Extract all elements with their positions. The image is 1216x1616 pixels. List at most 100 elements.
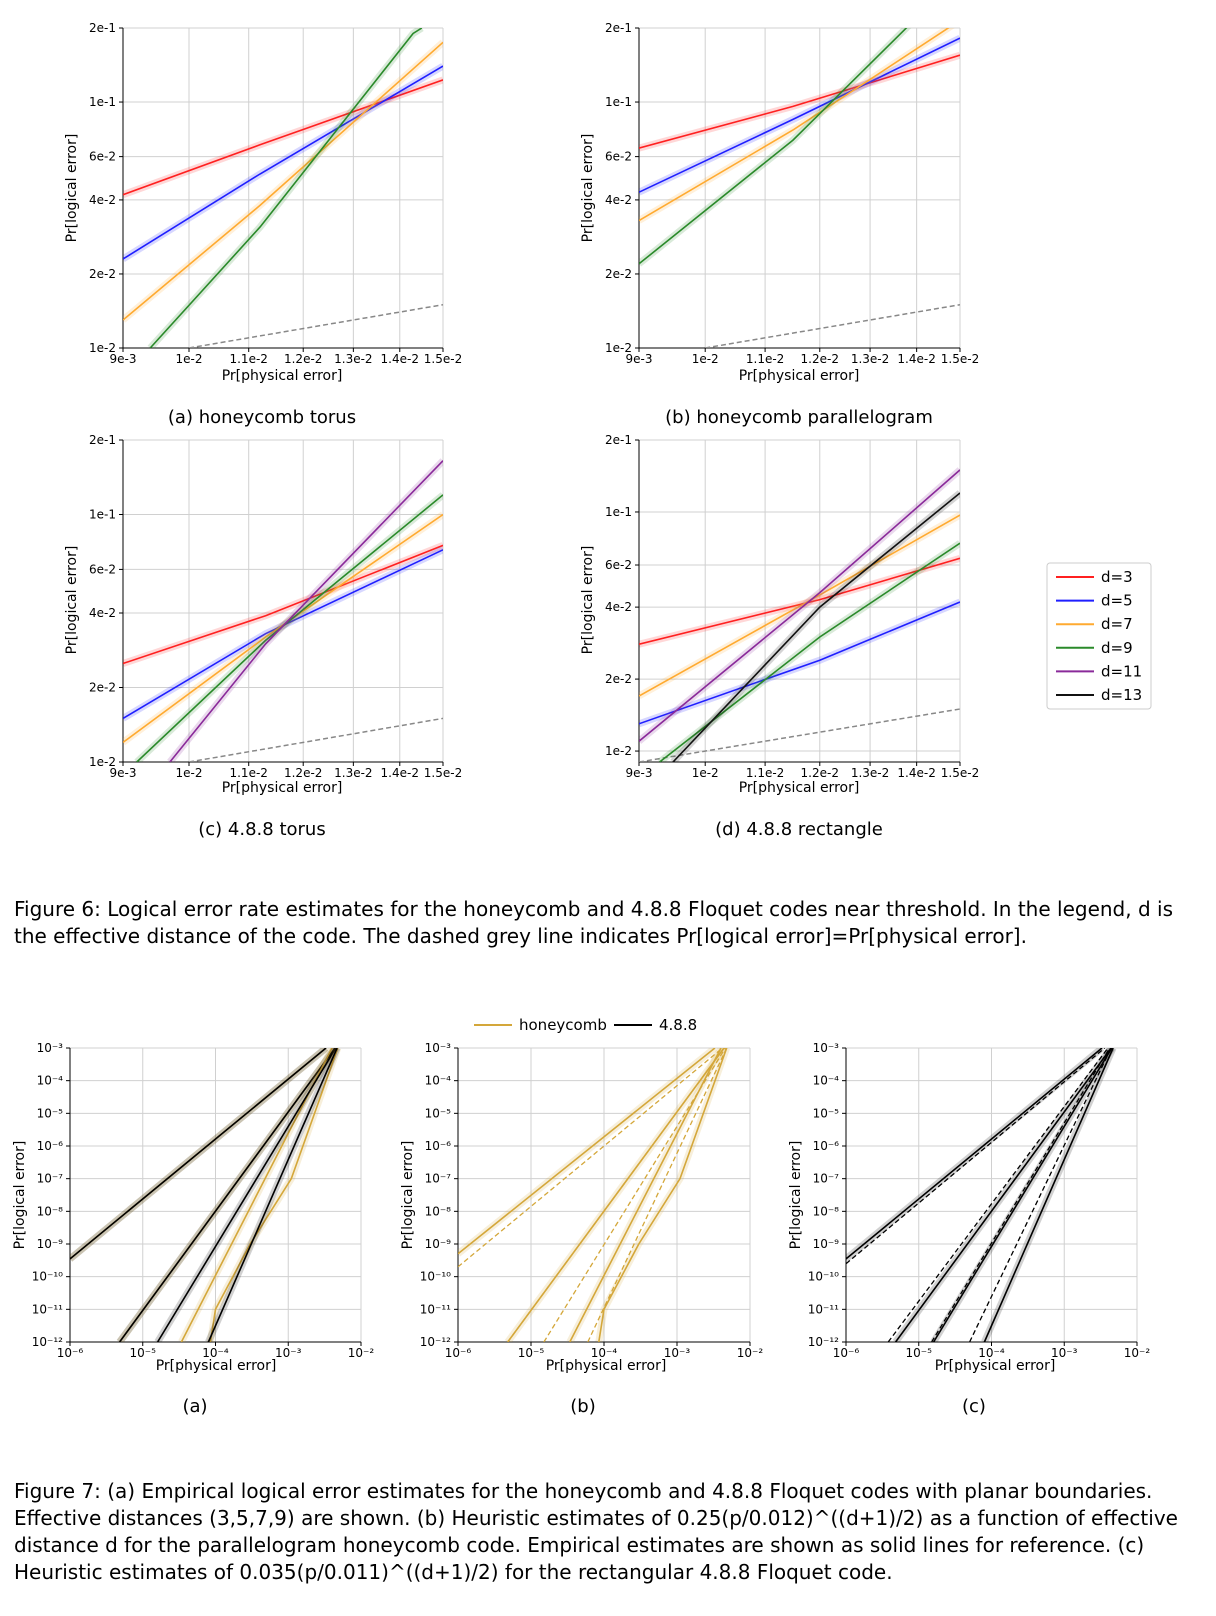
series-line-4.8.8 <box>846 1048 1103 1260</box>
y-tick-label: 10⁻⁸ <box>37 1204 64 1218</box>
series-line-4.8.8 <box>894 1048 1112 1342</box>
y-tick-label: 4e-2 <box>605 600 632 614</box>
x-tick-label: 9e-3 <box>110 352 137 366</box>
chart-6b: 9e-3 1e-2 1.1e-2 1.2e-2 1.3e-2 1.4e-2 1.5e-21e… <box>580 21 979 428</box>
plot-area <box>846 1048 1117 1342</box>
y-tick-label: 4e-2 <box>605 193 632 207</box>
x-tick-label: 10⁻² <box>348 1346 375 1360</box>
y-tick-label: 10⁻⁹ <box>425 1237 452 1251</box>
subplot-caption: (c) 4.8.8 torus <box>198 819 325 840</box>
y-tick-label: 10⁻³ <box>813 1041 840 1055</box>
series-line-d=13 <box>672 492 960 762</box>
x-tick-label: 1.5e-2 <box>941 766 979 780</box>
x-tick-label: 10⁻² <box>737 1346 764 1360</box>
y-tick-label: 10⁻¹⁰ <box>808 1270 839 1284</box>
series-line-4.8.8 <box>932 1048 1113 1342</box>
figure-7-label: Figure 7: <box>14 1479 101 1503</box>
x-tick-label: 1.3e-2 <box>334 352 372 366</box>
series-line-d=3 <box>639 54 960 149</box>
legend-label: d=3 <box>1101 568 1133 586</box>
x-tick-label: 1.5e-2 <box>424 352 462 366</box>
y-tick-label: 10⁻¹² <box>32 1335 63 1349</box>
x-axis-label: Pr[physical error] <box>222 368 343 384</box>
y-tick-label: 10⁻⁷ <box>37 1172 64 1186</box>
plot-area <box>639 467 960 762</box>
x-tick-label: 1.2e-2 <box>284 766 322 780</box>
x-tick-label: 9e-3 <box>626 352 653 366</box>
series-line-d=9 <box>149 28 423 348</box>
y-tick-label: 10⁻¹¹ <box>420 1302 451 1316</box>
subplot-caption: (a) <box>182 1396 207 1417</box>
series-line-d=7 <box>639 28 950 222</box>
y-tick-label: 10⁻⁶ <box>425 1139 452 1153</box>
legend-label: honeycomb <box>519 1016 607 1034</box>
legend-label: d=13 <box>1101 686 1142 704</box>
x-tick-label: 1e-2 <box>176 766 203 780</box>
figure-7-legend: honeycomb 4.8.8 <box>474 1016 697 1034</box>
x-tick-label: 10⁻⁵ <box>130 1346 157 1360</box>
heuristic-line <box>887 1048 1109 1342</box>
y-axis-label: Pr[logical error] <box>400 1141 416 1250</box>
y-tick-label: 10⁻⁵ <box>425 1106 452 1120</box>
x-tick-label: 1.1e-2 <box>229 766 267 780</box>
figure-6-caption: Figure 6: Logical error rate estimates f… <box>14 896 1204 950</box>
series-line-honeycomb <box>598 1048 728 1342</box>
y-tick-label: 2e-1 <box>605 433 632 447</box>
series-band <box>639 467 960 744</box>
figure-7-caption-text: (a) Empirical logical error estimates fo… <box>14 1479 1185 1584</box>
series-band <box>123 546 443 722</box>
series-line-d=9 <box>639 28 908 265</box>
series-line-4.8.8 <box>70 1048 327 1260</box>
reference-line <box>188 303 443 348</box>
chart-6c: 9e-3 1e-2 1.1e-2 1.2e-2 1.3e-2 1.4e-2 1.5e-21e… <box>64 433 462 840</box>
y-tick-label: 10⁻⁴ <box>37 1074 64 1088</box>
y-tick-label: 2e-2 <box>605 672 632 686</box>
series-line-d=3 <box>639 557 960 645</box>
x-axis-label: Pr[physical error] <box>739 368 860 384</box>
series-line-honeycomb <box>569 1048 722 1342</box>
y-tick-label: 6e-2 <box>605 558 632 572</box>
x-axis-label: Pr[physical error] <box>739 780 860 796</box>
reference-line <box>705 303 960 348</box>
y-tick-label: 10⁻¹² <box>420 1335 451 1349</box>
y-axis-label: Pr[logical error] <box>580 134 596 243</box>
x-tick-label: 10⁻⁶ <box>57 1346 84 1360</box>
series-line-4.8.8 <box>118 1048 336 1342</box>
y-tick-label: 10⁻⁴ <box>425 1074 452 1088</box>
heuristic-line <box>931 1048 1111 1342</box>
subplot-caption: (d) 4.8.8 rectangle <box>715 819 883 840</box>
series-band <box>134 492 443 762</box>
y-tick-label: 1e-2 <box>89 755 116 769</box>
x-tick-label: 1.3e-2 <box>851 766 889 780</box>
y-axis-label: Pr[logical error] <box>12 1141 28 1250</box>
y-tick-label: 1e-2 <box>605 341 632 355</box>
x-tick-label: 1.4e-2 <box>897 352 935 366</box>
chart-7c: 10⁻⁶ 10⁻⁵ 10⁻⁴ 10⁻³ 10⁻² 10⁻¹² 10⁻¹¹ 10⁻¹⁰ 10⁻⁹ 1… <box>788 1041 1150 1417</box>
y-axis-label: Pr[logical error] <box>580 546 596 655</box>
x-tick-label: 1.1e-2 <box>229 352 267 366</box>
heuristic-line <box>543 1048 726 1342</box>
series-line-4.8.8 <box>207 1048 338 1342</box>
chart-6d: 9e-3 1e-2 1.1e-2 1.2e-2 1.3e-2 1.4e-2 1.5e-2 1e… <box>580 433 979 840</box>
y-tick-label: 2e-2 <box>605 267 632 281</box>
subplot-caption: (b) <box>570 1396 595 1417</box>
plot-area <box>123 28 443 348</box>
legend-label: d=9 <box>1101 639 1133 657</box>
legend-label: d=11 <box>1101 662 1142 680</box>
chart-7b: 10⁻⁶ 10⁻⁵ 10⁻⁴ 10⁻³ 10⁻² 10⁻¹² 10⁻¹¹ 10⁻¹⁰ 10⁻⁹ 1… <box>400 1041 763 1417</box>
x-tick-label: 10⁻³ <box>1051 1346 1078 1360</box>
y-tick-label: 10⁻⁹ <box>813 1237 840 1251</box>
legend-label: d=5 <box>1101 592 1133 610</box>
x-tick-label: 10⁻⁵ <box>518 1346 545 1360</box>
legend-label: 4.8.8 <box>659 1016 697 1034</box>
heuristic-line <box>587 1048 728 1342</box>
heuristic-line <box>969 1048 1112 1342</box>
y-tick-label: 1e-1 <box>89 508 116 522</box>
plot-area <box>70 1048 342 1342</box>
y-tick-label: 4e-2 <box>89 606 116 620</box>
y-tick-label: 10⁻¹² <box>808 1335 839 1349</box>
y-tick-label: 10⁻¹⁰ <box>32 1270 63 1284</box>
x-tick-label: 1.4e-2 <box>381 352 419 366</box>
y-tick-label: 2e-2 <box>89 267 116 281</box>
reference-line <box>639 708 960 762</box>
